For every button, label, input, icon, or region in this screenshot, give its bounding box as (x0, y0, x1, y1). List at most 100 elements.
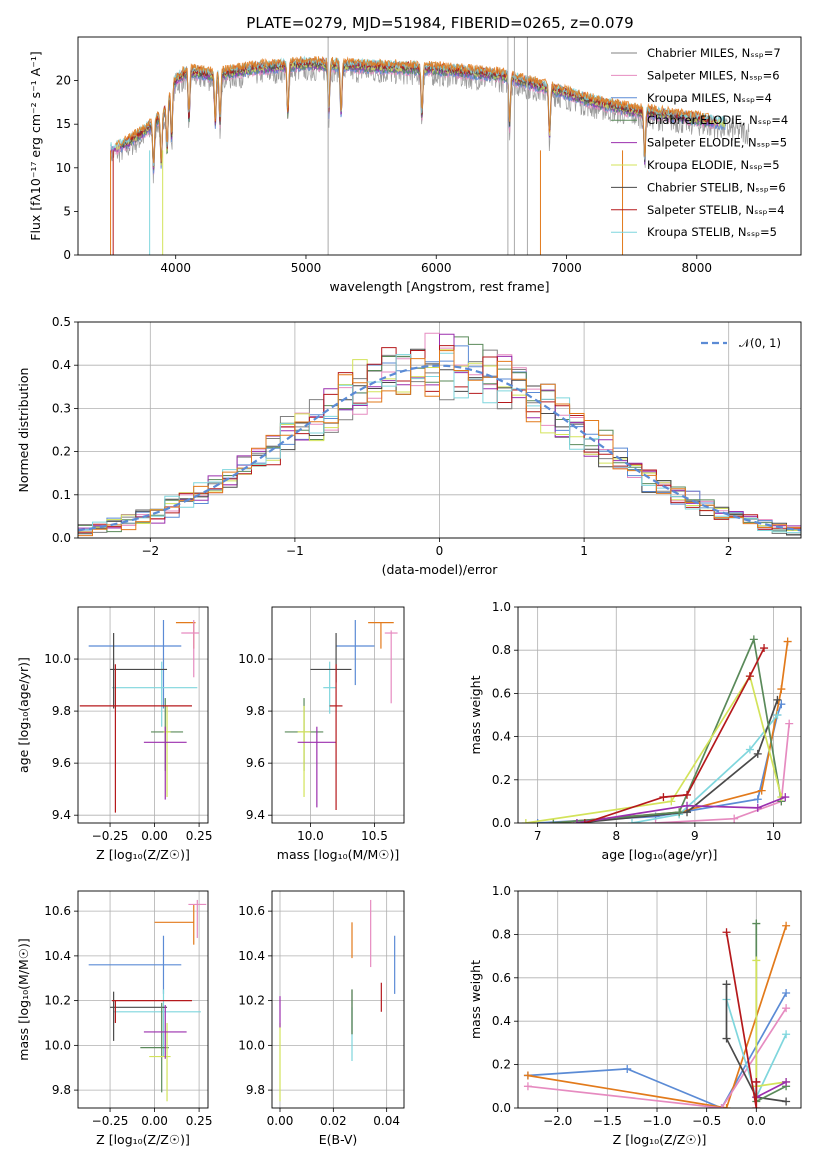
weight-series (527, 1007, 787, 1108)
y-axis-label: mass [log₁₀(M/M☉)] (16, 938, 31, 1060)
y-tick-label: 0.0 (492, 1101, 511, 1115)
y-tick-label: 1.0 (492, 884, 511, 898)
y-tick-label: 9.4 (246, 808, 265, 822)
x-tick-label: −1.5 (593, 1114, 622, 1128)
axes-weight_vs_age: 7 8 9 10 0.0 0.2 0.4 0.6 0.8 1.0 age [log₁₀(age/yr… (468, 600, 802, 862)
plot-area (279, 899, 396, 1102)
weight-marker (782, 921, 791, 930)
weight-series (527, 925, 787, 1108)
y-tick-label: 0.5 (52, 315, 71, 329)
legend-label: 𝒩(0, 1) (739, 336, 781, 350)
y-tick-label: 0.0 (492, 816, 511, 830)
y-tick-label: 10.2 (44, 994, 71, 1008)
weight-marker (659, 793, 668, 802)
legend-label: Salpeter MILES, Nₛₛₚ=6 (647, 68, 780, 82)
y-tick-label: 10.0 (44, 1038, 71, 1052)
y-axis-label: mass weight (468, 675, 483, 754)
weight-marker (521, 819, 530, 823)
y-tick-label: 9.6 (52, 756, 71, 770)
y-tick-label: 0.2 (492, 1058, 511, 1072)
x-tick-label: 0.25 (186, 1114, 213, 1128)
weight-series (576, 699, 779, 823)
x-axis-label: Z [log₁₀(Z/Z☉)] (613, 1132, 707, 1147)
weight-marker (730, 814, 739, 823)
weight-marker (745, 672, 754, 681)
y-tick-label: 9.8 (52, 704, 71, 718)
x-tick-label: −2.0 (543, 1114, 572, 1128)
weight-marker (627, 819, 636, 823)
weight-marker (722, 1034, 731, 1043)
weight-marker (722, 980, 731, 989)
x-tick-label: 10.0 (297, 829, 324, 843)
weight-marker (752, 1104, 761, 1108)
legend-label: Chabrier ELODIE, Nₛₛₚ=4 (647, 113, 788, 127)
weight-marker (753, 749, 762, 758)
x-axis-label: age [log₁₀(age/yr)] (602, 847, 718, 862)
x-tick-label: 0.25 (186, 829, 213, 843)
x-tick-label: 2 (725, 544, 733, 558)
weight-marker (782, 1004, 791, 1013)
weight-series (755, 923, 787, 1103)
weight-marker (572, 819, 581, 823)
y-tick-label: 10.0 (238, 652, 265, 666)
axes-age_vs_mass: 10.0 10.5 9.4 9.6 9.8 10.0 mass [log₁₀(M/M☉)] (238, 606, 405, 862)
axes-spectrum: Chabrier MILES, Nₛₛₚ=7 Salpeter MILES, Nₛ… (28, 36, 802, 294)
weight-marker (749, 635, 758, 644)
x-axis-label: mass [log₁₀(M/M☉)] (277, 847, 399, 862)
y-tick-label: 0.3 (52, 401, 71, 415)
x-tick-label: 10.5 (361, 829, 388, 843)
weight-marker (523, 1071, 532, 1080)
weight-marker (773, 711, 782, 719)
weight-marker (683, 790, 692, 799)
x-tick-label: −0.25 (92, 829, 129, 843)
x-tick-label: 0.04 (373, 1114, 400, 1128)
weight-marker (667, 797, 676, 806)
plot-area (110, 37, 750, 255)
y-tick-label: 10.0 (44, 652, 71, 666)
weight-marker (745, 745, 754, 754)
x-tick-label: 0.00 (267, 1114, 294, 1128)
x-tick-label: −1 (286, 544, 304, 558)
weight-marker (623, 1064, 632, 1073)
axes-mass_vs_Z: −0.25 0.00 0.25 9.8 10.0 10.2 10.4 10.6 Z [log₁₀… (16, 890, 213, 1147)
spectrum-series (115, 56, 711, 164)
weight-series (725, 984, 787, 1103)
axes-age_vs_Z: −0.25 0.00 0.25 9.4 9.6 9.8 10.0 Z [log₁₀(Z/Z☉)… (16, 606, 213, 862)
plot-area (79, 620, 200, 813)
x-tick-label: −1.0 (642, 1114, 671, 1128)
weight-marker (523, 1082, 532, 1091)
x-tick-label: 0 (436, 544, 444, 558)
axes-frame (271, 606, 405, 824)
plot-area (523, 919, 791, 1108)
plot-area (88, 899, 207, 1102)
weight-marker (753, 803, 762, 812)
weight-series (725, 932, 758, 1108)
legend-label: Salpeter ELODIE, Nₛₛₚ=5 (647, 136, 787, 150)
axes-residuals: 𝒩(0, 1) −2 −1 0 1 2 0.0 0.1 0.2 0.3 0.4 0.5 (data-mo… (16, 315, 802, 577)
y-tick-label: 5 (63, 204, 71, 218)
weight-marker (760, 644, 769, 653)
y-axis-label: Normed distribution (16, 368, 31, 493)
y-tick-label: 10 (56, 161, 71, 175)
x-axis-label: (data-model)/error (382, 562, 499, 577)
plots-group: Chabrier MILES, Nₛₛₚ=7 Salpeter MILES, Nₛ… (16, 36, 802, 1147)
y-tick-label: 0.2 (492, 773, 511, 787)
axes-frame (517, 606, 802, 824)
x-tick-label: 4000 (160, 261, 191, 275)
weight-marker (580, 819, 589, 823)
y-tick-label: 0.8 (492, 643, 511, 657)
axes-frame (517, 890, 802, 1109)
y-tick-label: 0.8 (492, 927, 511, 941)
plot-area (521, 635, 794, 823)
x-tick-label: 1 (580, 544, 588, 558)
x-axis-label: wavelength [Angstrom, rest frame] (329, 279, 549, 294)
y-axis-label: age [log₁₀(age/yr)] (16, 657, 31, 773)
figure-title: PLATE=0279, MJD=51984, FIBERID=0265, z=0… (246, 14, 633, 32)
x-axis-label: Z [log₁₀(Z/Z☉)] (96, 847, 190, 862)
weight-marker (752, 956, 761, 965)
weight-marker (781, 793, 790, 802)
weight-marker (782, 1077, 791, 1086)
y-tick-label: 1.0 (492, 600, 511, 614)
weight-marker (752, 1077, 761, 1086)
axes-frame (271, 890, 405, 1109)
